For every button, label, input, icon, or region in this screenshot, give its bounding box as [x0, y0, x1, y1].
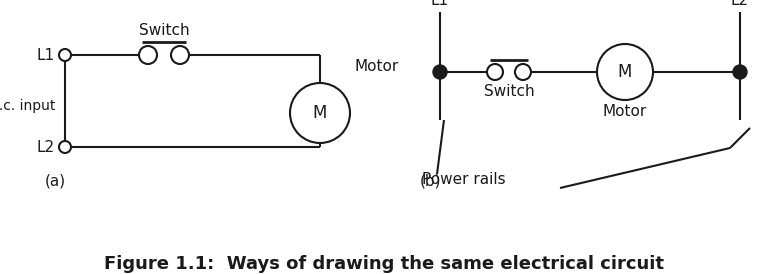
Text: L2: L2 [731, 0, 749, 8]
Text: Switch: Switch [484, 84, 535, 99]
Circle shape [139, 46, 157, 64]
Circle shape [733, 65, 747, 79]
Text: d.c. input: d.c. input [0, 99, 55, 113]
Circle shape [59, 141, 71, 153]
Text: M: M [617, 63, 632, 81]
Text: Motor: Motor [354, 59, 399, 74]
Circle shape [487, 64, 503, 80]
Circle shape [59, 49, 71, 61]
Circle shape [171, 46, 189, 64]
Text: (a): (a) [45, 173, 66, 188]
Circle shape [290, 83, 350, 143]
Text: Switch: Switch [139, 23, 190, 38]
Text: Motor: Motor [603, 104, 647, 119]
Text: L1: L1 [431, 0, 449, 8]
Circle shape [433, 65, 447, 79]
Text: M: M [313, 104, 327, 122]
Circle shape [597, 44, 653, 100]
Text: Figure 1.1:  Ways of drawing the same electrical circuit: Figure 1.1: Ways of drawing the same ele… [104, 255, 664, 273]
Text: (b): (b) [420, 173, 442, 188]
Text: L1: L1 [37, 47, 55, 62]
Circle shape [515, 64, 531, 80]
Text: L2: L2 [37, 139, 55, 155]
Text: Power rails: Power rails [422, 173, 505, 187]
